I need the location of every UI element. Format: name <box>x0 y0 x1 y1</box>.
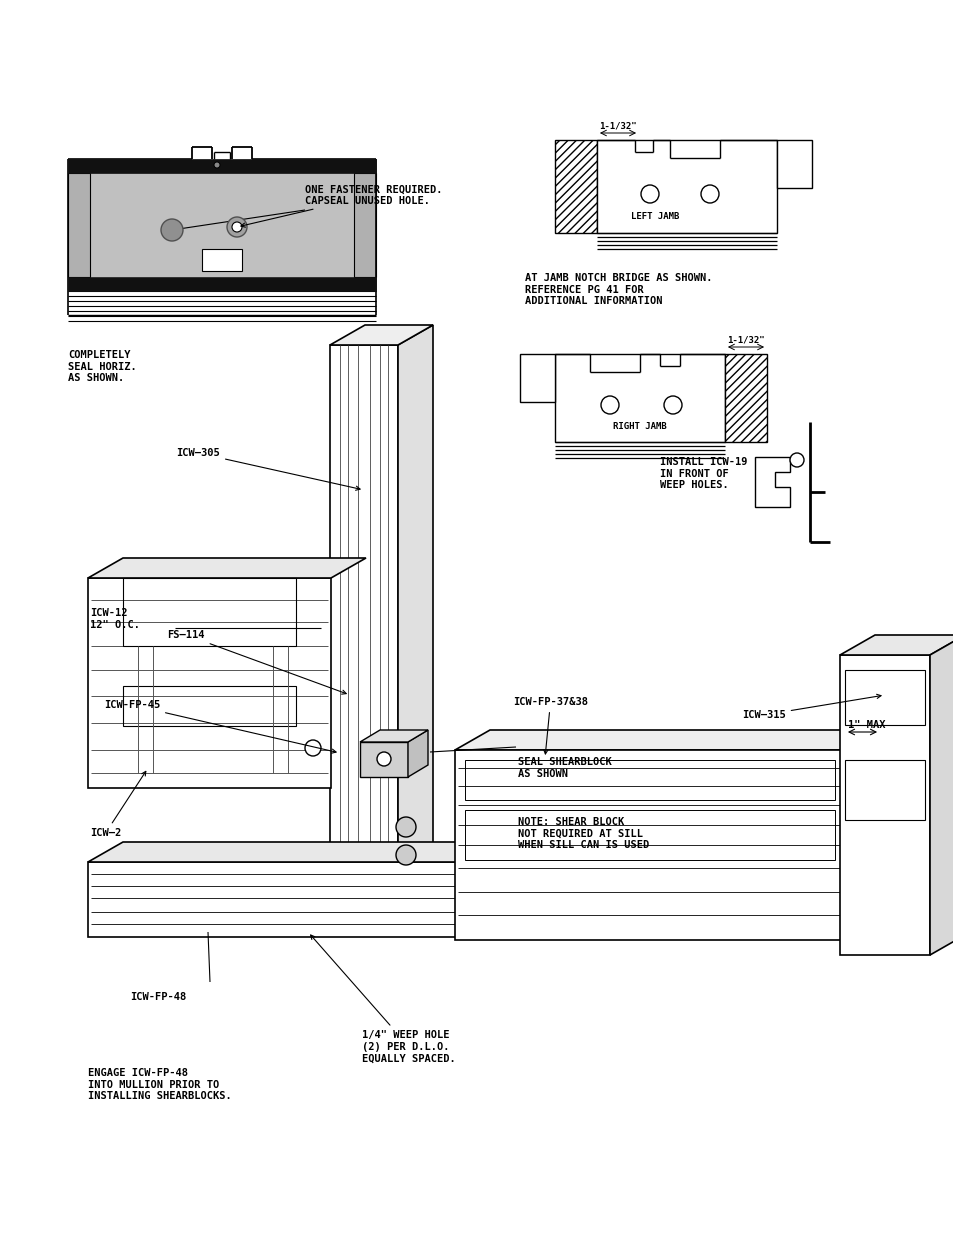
Text: INSTALL ICW-19
IN FRONT OF
WEEP HOLES.: INSTALL ICW-19 IN FRONT OF WEEP HOLES. <box>659 457 747 490</box>
Bar <box>464 760 834 800</box>
Text: ICW-FP-37&38: ICW-FP-37&38 <box>513 697 587 755</box>
Circle shape <box>213 162 220 168</box>
Polygon shape <box>88 558 366 578</box>
Text: 1/4" WEEP HOLE
(2) PER D.L.O.
EQUALLY SPACED.: 1/4" WEEP HOLE (2) PER D.L.O. EQUALLY SP… <box>311 935 456 1063</box>
Text: ENGAGE ICW-FP-48
INTO MULLION PRIOR TO
INSTALLING SHEARBLOCKS.: ENGAGE ICW-FP-48 INTO MULLION PRIOR TO I… <box>88 1068 232 1102</box>
Text: 1" MAX: 1" MAX <box>847 720 884 730</box>
Polygon shape <box>397 325 433 876</box>
Polygon shape <box>88 842 774 862</box>
Bar <box>68 277 375 291</box>
Text: 1-1/32": 1-1/32" <box>726 335 764 345</box>
Bar <box>202 249 242 270</box>
Circle shape <box>232 222 242 232</box>
Text: AT JAMB NOTCH BRIDGE AS SHOWN.
REFERENCE PG 41 FOR
ADDITIONAL INFORMATION: AT JAMB NOTCH BRIDGE AS SHOWN. REFERENCE… <box>524 273 712 306</box>
Polygon shape <box>90 165 354 277</box>
Text: ICW–315: ICW–315 <box>741 694 881 720</box>
Polygon shape <box>519 354 555 403</box>
Polygon shape <box>90 173 354 277</box>
Circle shape <box>395 845 416 864</box>
Polygon shape <box>359 730 428 742</box>
Circle shape <box>600 396 618 414</box>
Text: ONE FASTENER REQUIRED.
CAPSEAL UNUSED HOLE.: ONE FASTENER REQUIRED. CAPSEAL UNUSED HO… <box>241 184 442 227</box>
Bar <box>330 345 397 876</box>
Bar <box>123 685 295 726</box>
Polygon shape <box>330 325 433 345</box>
Text: RIGHT JAMB: RIGHT JAMB <box>613 421 666 431</box>
Text: ICW-FP-45: ICW-FP-45 <box>104 700 335 753</box>
Text: LEFT JAMB: LEFT JAMB <box>630 211 679 221</box>
Bar <box>844 760 924 820</box>
Text: 1-1/32": 1-1/32" <box>598 121 637 130</box>
Polygon shape <box>408 730 428 777</box>
Polygon shape <box>724 354 766 442</box>
Text: SEAL SHEARBLOCK
AS SHOWN: SEAL SHEARBLOCK AS SHOWN <box>517 757 611 778</box>
Bar <box>464 810 834 860</box>
Text: ICW–305: ICW–305 <box>176 448 359 490</box>
Circle shape <box>376 752 391 766</box>
Circle shape <box>305 740 320 756</box>
Bar <box>123 578 295 646</box>
Circle shape <box>663 396 681 414</box>
Polygon shape <box>68 173 90 277</box>
Polygon shape <box>88 578 331 788</box>
Text: NOTE: SHEAR BLOCK
NOT REQUIRED AT SILL
WHEN SILL CAN IS USED: NOTE: SHEAR BLOCK NOT REQUIRED AT SILL W… <box>517 818 649 850</box>
Polygon shape <box>597 140 776 233</box>
Polygon shape <box>354 173 375 277</box>
Polygon shape <box>359 742 408 777</box>
Text: ICW-FP-48: ICW-FP-48 <box>130 992 186 1002</box>
Bar <box>68 159 375 173</box>
Polygon shape <box>844 730 879 940</box>
Polygon shape <box>455 730 879 750</box>
Polygon shape <box>555 140 597 233</box>
Text: FS–114: FS–114 <box>168 630 346 694</box>
Polygon shape <box>840 635 953 655</box>
Polygon shape <box>88 862 740 937</box>
Bar <box>844 671 924 725</box>
Circle shape <box>161 219 183 241</box>
Bar <box>840 655 929 955</box>
Circle shape <box>227 217 247 237</box>
Polygon shape <box>740 842 774 937</box>
Polygon shape <box>754 457 789 508</box>
Text: ICW-12
12" O.C.: ICW-12 12" O.C. <box>90 608 140 630</box>
Polygon shape <box>555 354 724 442</box>
Circle shape <box>700 185 719 203</box>
Circle shape <box>395 818 416 837</box>
Polygon shape <box>455 750 844 940</box>
Text: COMPLETELY
SEAL HORIZ.
AS SHOWN.: COMPLETELY SEAL HORIZ. AS SHOWN. <box>68 350 136 383</box>
Circle shape <box>640 185 659 203</box>
Polygon shape <box>776 140 811 188</box>
Polygon shape <box>929 635 953 955</box>
Text: ICW–2: ICW–2 <box>90 772 146 839</box>
Circle shape <box>789 453 803 467</box>
